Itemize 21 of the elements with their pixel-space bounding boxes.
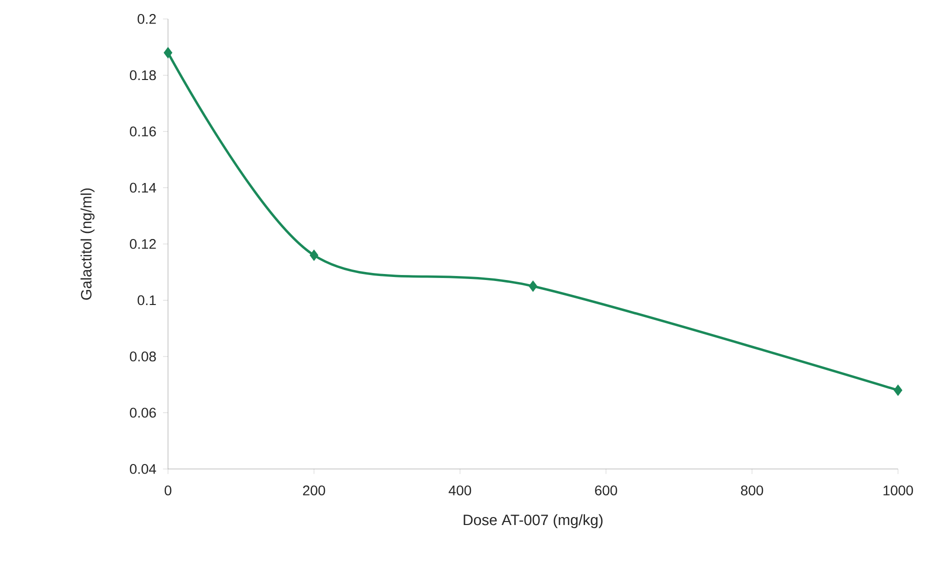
x-tick-label: 200 xyxy=(303,485,326,496)
y-tick-label: 0.08 xyxy=(130,352,156,362)
point xyxy=(310,250,318,261)
x-tick-label: 400 xyxy=(448,485,472,496)
y-tick-label: 0.2 xyxy=(138,14,156,24)
x-tick-label: 600 xyxy=(595,485,618,496)
point xyxy=(528,280,538,292)
x-tick-label: 0 xyxy=(164,485,172,496)
y-tick-label: 0.14 xyxy=(130,182,156,193)
y-tick-label: 0.06 xyxy=(130,408,156,418)
y-tick-label: 0.04 xyxy=(130,464,156,474)
x-axis-title: Dose AT-007 (mg/kg) xyxy=(464,514,603,528)
x-tick-label: 1000 xyxy=(884,485,913,496)
y-tick-label: 0.16 xyxy=(130,126,156,136)
y-tick-label: 0.18 xyxy=(130,70,156,80)
y-tick-label: 0.12 xyxy=(130,239,156,249)
point xyxy=(164,47,172,58)
point xyxy=(894,384,902,396)
x-tick-label: 800 xyxy=(740,485,764,496)
y-axis-title: Galactitol (ng/ml) xyxy=(80,188,94,300)
y-tick-label: 0.1 xyxy=(138,295,156,306)
